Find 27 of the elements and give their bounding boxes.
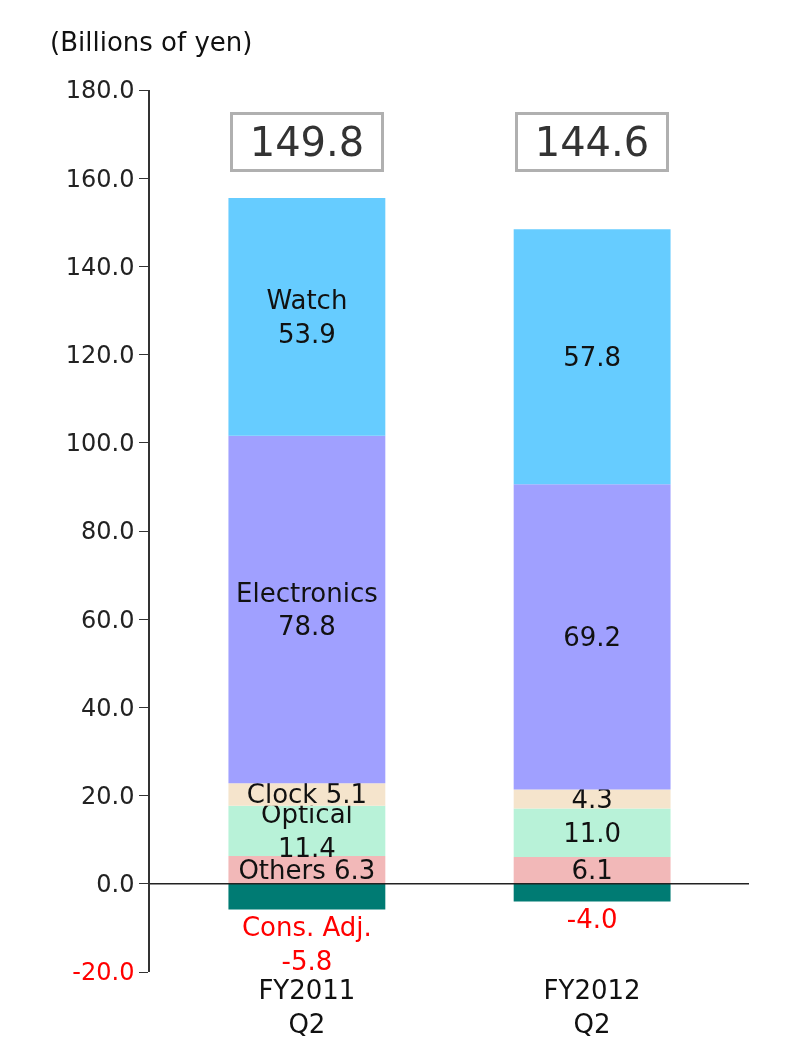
y-tick-label: 180.0 <box>65 76 135 105</box>
y-tick-label: 80.0 <box>81 517 135 546</box>
y-tick-label: 40.0 <box>81 693 135 722</box>
data-label: 11.0 <box>563 817 622 848</box>
series-label: Cons. Adj. <box>241 912 372 943</box>
data-label: -5.8 <box>281 946 333 977</box>
y-axis-title: (Billions of yen) <box>50 27 253 57</box>
y-tick-label: -20.0 <box>72 958 135 987</box>
y-tick-label: 100.0 <box>65 429 135 458</box>
y-tick-label: 20.0 <box>81 782 135 810</box>
y-tick-label: 60.0 <box>81 605 135 634</box>
series-label: Electronics <box>236 577 378 608</box>
y-tick-label: 140.0 <box>65 252 135 281</box>
data-label: 6.1 <box>571 855 613 886</box>
y-tick-label: 120.0 <box>65 341 135 369</box>
data-label: 57.8 <box>563 341 622 372</box>
data-label: 53.9 <box>277 318 336 349</box>
total-label: 149.8 <box>237 119 377 165</box>
total-label: 144.6 <box>522 119 662 165</box>
data-label: 69.2 <box>563 621 622 652</box>
series-label: Watch <box>266 285 348 315</box>
data-label: -4.0 <box>566 904 618 935</box>
data-label: 78.8 <box>277 611 336 642</box>
y-tick-label: 160.0 <box>65 164 135 193</box>
x-tick-label: FY2012 Q2 <box>543 975 641 1039</box>
y-tick-label: 0.0 <box>96 870 135 899</box>
x-tick-label: FY2011 Q2 <box>258 975 356 1039</box>
